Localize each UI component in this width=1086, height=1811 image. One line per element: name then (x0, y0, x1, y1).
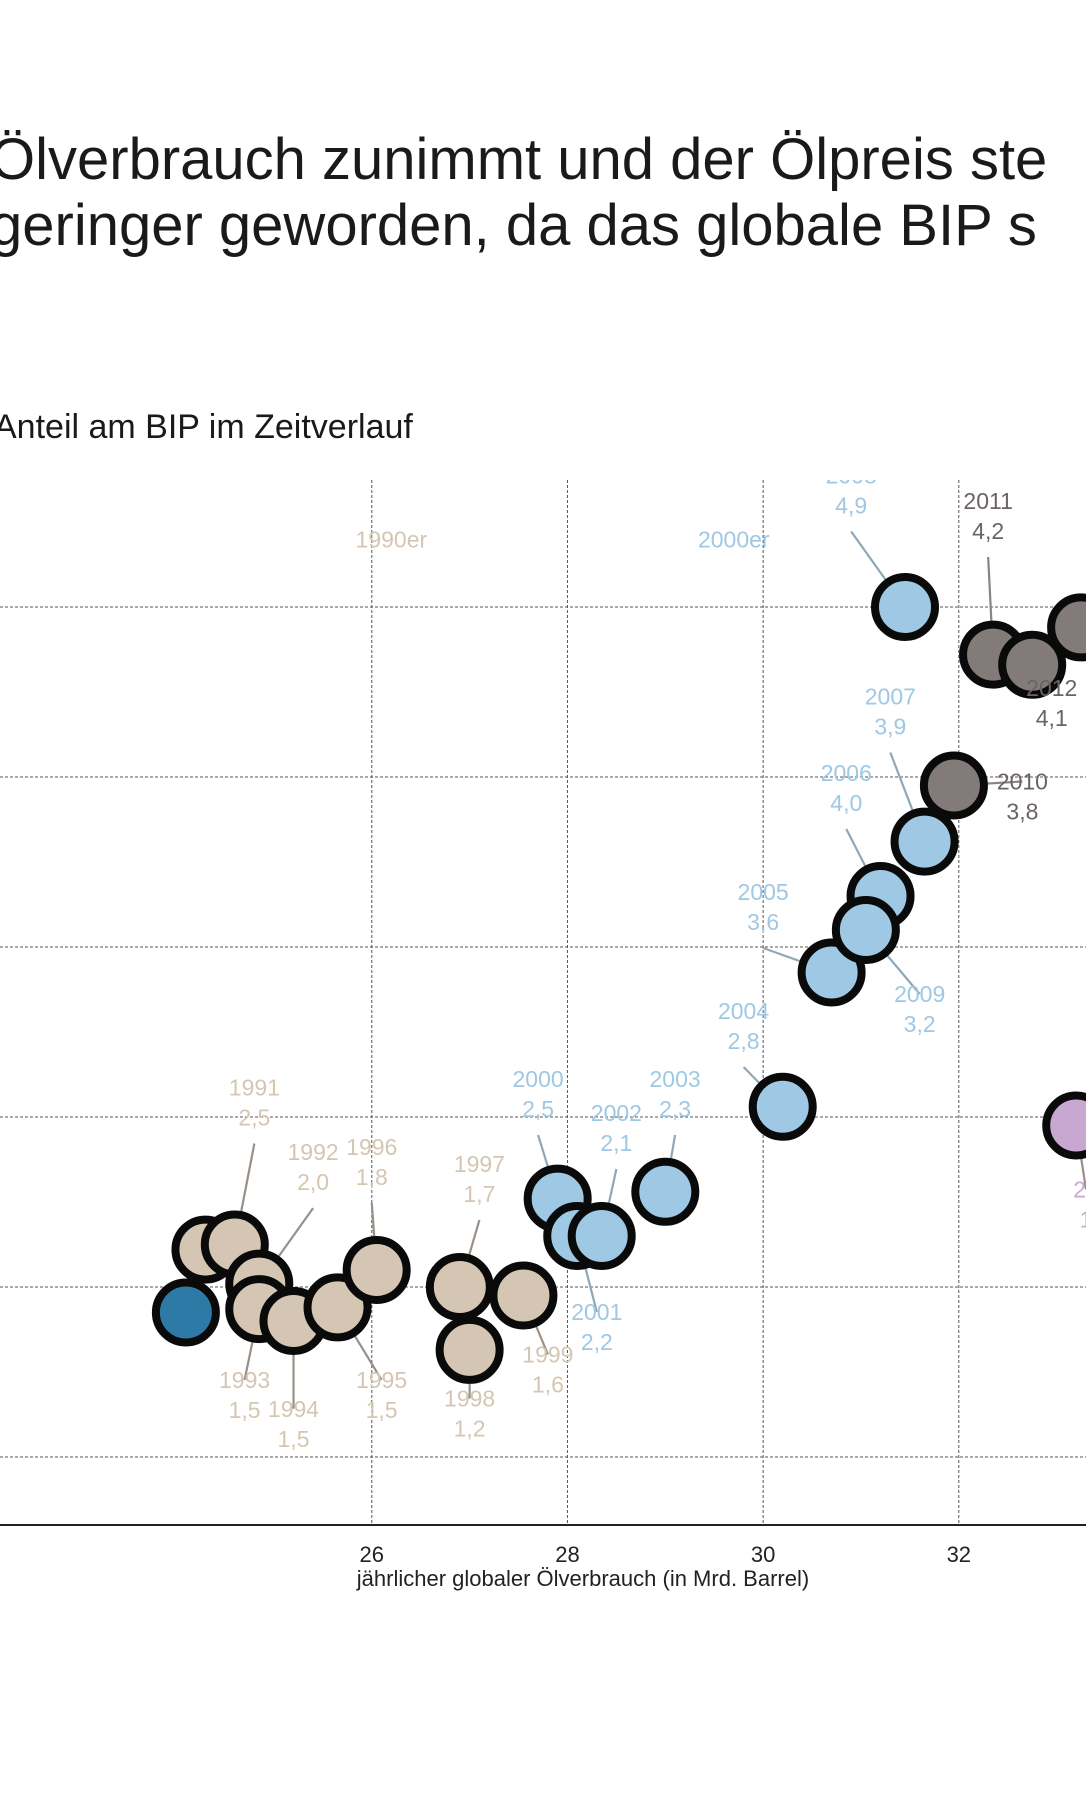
point-label-year-2000: 2000 (513, 1066, 564, 1092)
chart-subtitle: Anteil am BIP im Zeitverlauf (0, 408, 413, 446)
point-label-value-1993: 1,5 (229, 1397, 261, 1423)
bubble-2010er-pt-3 (1047, 593, 1086, 662)
point-label-year-2004: 2004 (718, 998, 769, 1024)
point-label-year-2008: 2008 (826, 480, 877, 489)
point-label-value-2007: 3,9 (874, 714, 906, 740)
point-label-year-2011: 2011 (963, 488, 1012, 514)
point-label-year-1994: 1994 (268, 1396, 319, 1422)
bubble-1980er-pt-0 (151, 1278, 220, 1347)
point-label-value-1997: 1,7 (463, 1181, 495, 1207)
point-label-year-2002: 2002 (591, 1100, 642, 1126)
point-label-value-1992: 2,0 (297, 1169, 329, 1195)
point-labels: 1991 2,5 1992 2,0 1993 1,5 1994 1,5 1995 1,5 1996 1… (219, 480, 1086, 1452)
decade-label-2000er: 2000er (698, 527, 770, 553)
x-axis: 26 28 30 32 jährlicher globaler Ölverbrauch … (0, 1524, 1086, 1591)
x-tick-label-30: 30 (751, 1542, 775, 1567)
point-label-value-2010: 3,8 (1006, 799, 1038, 825)
point-label-value-2005: 3,6 (747, 909, 779, 935)
point-label-year-2009: 2009 (894, 981, 945, 1007)
point-label-year-2012: 2012 (1026, 675, 1077, 701)
point-label-value-2008: 4,9 (835, 493, 867, 519)
point-label-year-2001: 2001 (571, 1299, 622, 1325)
decade-label-1990er: 1990er (356, 527, 428, 553)
point-label-value-1998: 1,2 (454, 1416, 486, 1442)
point-label-value-2001: 2,2 (581, 1329, 613, 1355)
bubble-1990er-1996 (342, 1236, 411, 1304)
point-label-value-1994: 1,5 (278, 1426, 310, 1452)
headline-line-1: Ölverbrauch zunimmt und der Ölpreis ste (0, 127, 1048, 192)
point-label-year-20: 20 (1073, 1177, 1086, 1203)
bubble-2000er-2007 (890, 807, 959, 876)
point-label-year-1992: 1992 (287, 1139, 338, 1165)
bubble-2010er-2010 (919, 751, 988, 820)
point-label-value-2011: 4,2 (972, 518, 1004, 544)
point-label-year-2005: 2005 (738, 879, 789, 905)
point-label-value-20: 1 (1080, 1207, 1086, 1233)
point-label-year-1998: 1998 (444, 1386, 495, 1412)
point-label-year-1991: 1991 (229, 1075, 280, 1101)
point-label-value-2003: 2,3 (659, 1096, 691, 1122)
bubble-1990er-1999 (489, 1261, 558, 1330)
bubbles (151, 573, 1086, 1384)
bubble-2010er-2012 (998, 630, 1067, 699)
point-label-year-1993: 1993 (219, 1367, 270, 1393)
point-label-year-2010: 2010 (997, 769, 1048, 795)
bubble-2000er-2002 (567, 1202, 636, 1270)
point-label-value-1991: 2,5 (238, 1105, 270, 1131)
bubble-2020er-20 (1042, 1091, 1086, 1160)
point-label-year-1999: 1999 (522, 1341, 573, 1367)
x-axis-label: jährlicher globaler Ölverbrauch (in Mrd.… (356, 1566, 809, 1591)
point-label-value-2004: 2,8 (728, 1028, 760, 1054)
point-label-year-2006: 2006 (821, 760, 872, 786)
point-label-value-2006: 4,0 (830, 790, 862, 816)
bubble-2000er-2009 (831, 896, 900, 964)
x-tick-label-26: 26 (360, 1542, 384, 1567)
point-label-value-2000: 2,5 (522, 1096, 554, 1122)
point-label-value-1996: 1,8 (356, 1164, 388, 1190)
decade-labels: 1990er 2000er (356, 527, 770, 553)
point-label-year-2007: 2007 (865, 684, 916, 710)
point-label-year-1997: 1997 (454, 1151, 505, 1177)
headline-line-2: geringer geworden, da das globale BIP s (0, 193, 1037, 258)
bubble-2000er-2008 (871, 573, 939, 641)
point-label-year-1996: 1996 (346, 1134, 397, 1160)
point-label-value-2002: 2,1 (600, 1130, 632, 1156)
bubble-2000er-2003 (631, 1157, 700, 1226)
scatter-chart: 1990er 2000er 1991 2,5 1992 2,0 1993 1,5 1994 1,… (0, 480, 1086, 1591)
bubble-1990er-1997 (425, 1253, 494, 1321)
point-label-value-1999: 1,6 (532, 1371, 564, 1397)
point-label-value-2009: 3,2 (904, 1011, 936, 1037)
point-label-value-1995: 1,5 (366, 1397, 398, 1423)
point-label-year-2003: 2003 (649, 1066, 700, 1092)
x-tick-label-28: 28 (555, 1542, 579, 1567)
bubble-1990er-1998 (435, 1315, 504, 1384)
point-label-value-2012: 4,1 (1036, 705, 1068, 731)
x-tick-label-32: 32 (947, 1542, 971, 1567)
bubble-2000er-2004 (748, 1072, 817, 1141)
point-label-year-1995: 1995 (356, 1367, 407, 1393)
